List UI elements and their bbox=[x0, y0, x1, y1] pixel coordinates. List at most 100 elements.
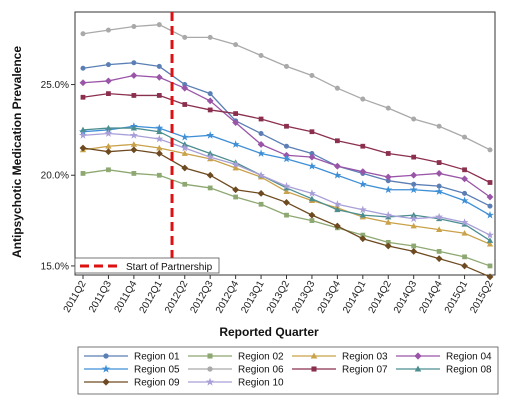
legend-label: Region 01 bbox=[134, 352, 180, 363]
data-point bbox=[309, 218, 315, 223]
data-point bbox=[258, 53, 264, 59]
data-point bbox=[181, 164, 189, 172]
data-point bbox=[486, 273, 494, 281]
legend-label: Region 08 bbox=[446, 365, 492, 376]
data-point bbox=[156, 22, 162, 28]
data-point bbox=[257, 149, 266, 157]
plot-frame bbox=[74, 11, 496, 276]
data-point bbox=[435, 187, 444, 195]
data-point bbox=[411, 116, 417, 122]
data-point bbox=[411, 154, 417, 160]
series-region-09 bbox=[79, 144, 494, 281]
data-point bbox=[206, 171, 214, 179]
data-point bbox=[181, 150, 188, 156]
data-point bbox=[461, 262, 468, 270]
x-tick-label: 2013Q1 bbox=[239, 279, 267, 316]
data-point bbox=[410, 248, 418, 255]
legend-label: Region 06 bbox=[238, 365, 284, 376]
series-region-03 bbox=[79, 141, 494, 247]
y-axis: 15.0% 20.0% 25.0% bbox=[41, 80, 75, 272]
data-point bbox=[461, 175, 468, 183]
data-point bbox=[385, 219, 392, 225]
data-point bbox=[233, 111, 239, 116]
x-tick-label: 2011Q4 bbox=[113, 279, 140, 315]
data-point bbox=[131, 93, 137, 98]
data-point bbox=[486, 230, 494, 239]
data-point bbox=[282, 181, 291, 190]
x-axis: 2011Q22011Q32011Q42012Q12012Q22012Q32012… bbox=[62, 275, 496, 315]
data-point bbox=[359, 235, 367, 243]
x-tick-label: 2011Q2 bbox=[62, 279, 89, 315]
x-tick-label: 2013Q3 bbox=[290, 279, 318, 316]
data-point bbox=[333, 171, 342, 179]
data-point bbox=[207, 107, 213, 113]
data-point bbox=[385, 151, 391, 156]
data-point bbox=[334, 85, 340, 91]
y-tick-label: 15.0% bbox=[41, 261, 69, 272]
data-point bbox=[182, 102, 188, 107]
data-point bbox=[131, 171, 137, 176]
data-point bbox=[360, 96, 366, 102]
legend-swatch-marker bbox=[207, 353, 213, 359]
legend-swatch-marker bbox=[205, 377, 215, 386]
legend-label: Region 03 bbox=[342, 352, 388, 363]
data-point bbox=[80, 94, 86, 100]
data-point bbox=[384, 185, 393, 194]
annotation-label: Start of Partnership bbox=[126, 262, 213, 273]
data-point bbox=[231, 140, 240, 148]
data-point bbox=[409, 185, 418, 194]
data-point bbox=[462, 190, 468, 196]
data-point bbox=[283, 63, 290, 69]
data-point bbox=[233, 42, 239, 48]
data-point bbox=[309, 129, 315, 135]
data-point bbox=[283, 188, 290, 194]
x-tick-label: 2013Q4 bbox=[316, 279, 344, 316]
data-point bbox=[462, 167, 467, 173]
data-point bbox=[79, 79, 87, 87]
legend-label: Region 10 bbox=[238, 378, 284, 389]
data-point bbox=[460, 218, 469, 226]
data-point bbox=[257, 189, 265, 197]
data-point bbox=[104, 129, 113, 137]
x-tick-label: 2015Q1 bbox=[443, 279, 471, 316]
legend-swatch-marker bbox=[101, 364, 111, 373]
legend-item: Region 05 bbox=[84, 365, 180, 376]
data-point bbox=[105, 148, 112, 156]
x-tick-label: 2012Q2 bbox=[163, 279, 191, 316]
data-point bbox=[155, 73, 163, 81]
x-tick-label: 2012Q3 bbox=[188, 279, 216, 316]
partnership-annotation: Start of Partnership bbox=[74, 12, 220, 275]
series-region-06 bbox=[80, 22, 493, 153]
x-tick-label: 2012Q4 bbox=[214, 279, 242, 316]
data-point bbox=[232, 186, 240, 194]
data-point bbox=[182, 34, 188, 40]
data-point bbox=[105, 27, 111, 33]
data-point bbox=[487, 203, 493, 209]
legend-item: Region 10 bbox=[188, 378, 284, 389]
data-point bbox=[384, 173, 392, 181]
data-point bbox=[156, 128, 163, 135]
data-point bbox=[258, 131, 264, 137]
x-tick-label: 2014Q3 bbox=[392, 279, 420, 316]
data-point bbox=[79, 144, 87, 152]
legend-swatch-marker bbox=[207, 366, 213, 372]
data-point bbox=[181, 84, 189, 92]
series-region-10 bbox=[79, 129, 494, 239]
data-point bbox=[435, 170, 443, 177]
data-point bbox=[258, 201, 264, 207]
series-line bbox=[82, 92, 491, 184]
data-point bbox=[130, 146, 138, 154]
y-tick-label: 25.0% bbox=[41, 80, 69, 91]
data-point bbox=[180, 132, 189, 141]
series-region-02 bbox=[80, 167, 493, 269]
data-point bbox=[358, 205, 367, 214]
legend-label: Region 05 bbox=[134, 365, 180, 376]
data-point bbox=[486, 210, 494, 219]
data-point bbox=[131, 24, 137, 30]
data-point bbox=[308, 195, 316, 202]
data-point bbox=[155, 150, 163, 157]
data-point bbox=[131, 60, 137, 66]
data-point bbox=[435, 212, 444, 221]
legend-item: Region 09 bbox=[84, 378, 180, 389]
